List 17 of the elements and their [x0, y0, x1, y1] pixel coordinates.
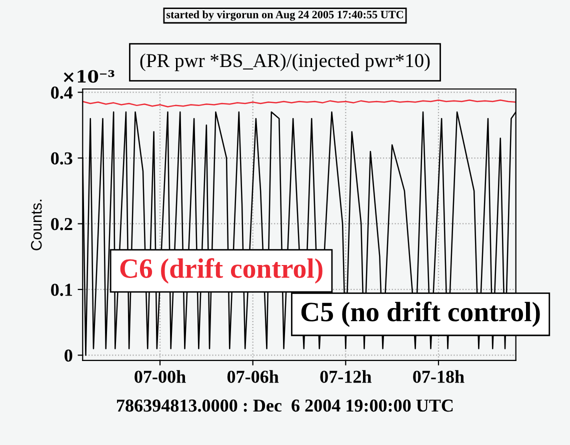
- y-tick-label: 0: [64, 349, 72, 362]
- y-tick-label: 0.4: [51, 86, 73, 99]
- y-tick-label: 0.2: [51, 218, 72, 230]
- y-axis-title: Counts.: [30, 200, 42, 250]
- chart-title: (PR pwr *BS_AR)/(injected pwr*10): [140, 53, 430, 72]
- x-tick-label: 07-12h: [320, 370, 372, 383]
- y-tick-label: 0.3: [51, 152, 72, 165]
- text: C6 (drift control): [120, 258, 322, 284]
- text: ×10⁻³: [64, 70, 114, 83]
- line-series: [82, 100, 516, 108]
- x-tick-label: 07-00h: [134, 370, 186, 383]
- text: 786394813.0000 : Dec 6 2004 19:00:00 UTC: [117, 400, 453, 412]
- text: started by virgorun on Aug 24 2005 17:40:55 UTC: [166, 10, 403, 21]
- x-tick-label: 07-18h: [413, 370, 464, 383]
- series-label: C5 (no drift control): [301, 302, 540, 328]
- x-tick-label: 07-06h: [227, 370, 279, 383]
- y-tick-label: 0.1: [51, 284, 72, 296]
